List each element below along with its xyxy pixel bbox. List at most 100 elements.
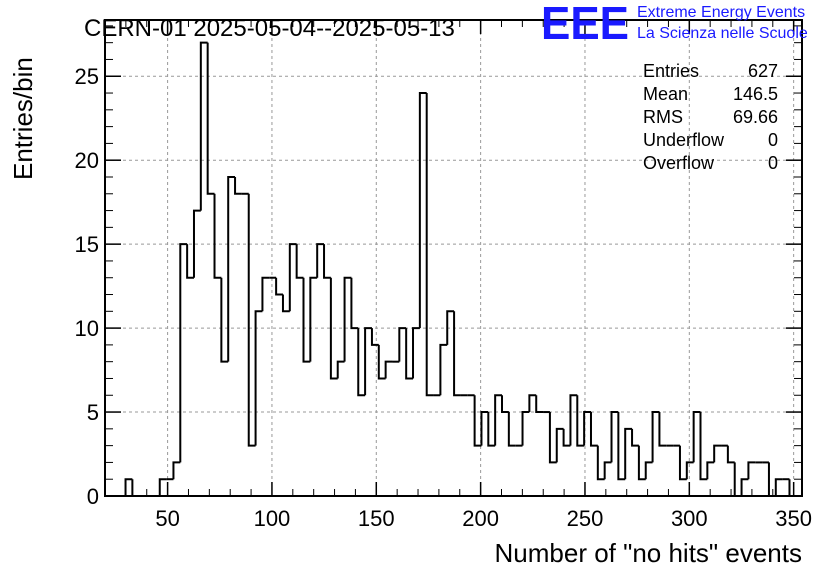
stats-value: 627: [748, 61, 778, 81]
histogram-bin: [603, 461, 612, 480]
histogram-bin: [500, 395, 509, 414]
histogram-bin: [377, 344, 386, 380]
histogram-bin: [398, 327, 407, 362]
logo-mark: EEE: [541, 0, 629, 49]
histogram-bin: [740, 478, 749, 496]
x-tick-label: 300: [671, 506, 708, 531]
histogram-bin: [213, 193, 222, 279]
histogram-bin: [658, 412, 667, 447]
histogram-bin: [275, 277, 283, 296]
stats-box: Entries 627 Mean 146.5 RMS 69.66 Underflow 0 Ove…: [643, 61, 778, 173]
histogram-bin: [343, 276, 352, 362]
y-tick-label: 20: [75, 148, 99, 173]
grid-lines: [105, 20, 802, 496]
histogram-bin: [555, 427, 564, 463]
y-tick-label: 5: [87, 400, 99, 425]
histogram-bin: [192, 209, 201, 278]
y-tick-label: 10: [75, 316, 99, 341]
histogram-bin: [323, 244, 331, 279]
histogram-bin: [220, 277, 229, 363]
stats-label: Mean: [643, 84, 688, 104]
histogram-bin: [124, 478, 133, 496]
histogram-bin: [644, 461, 653, 480]
histogram-bin: [234, 176, 242, 195]
histogram-bin: [706, 461, 715, 480]
y-tick-label: 25: [75, 64, 99, 89]
histogram-bin: [329, 277, 338, 380]
histogram-bin: [439, 343, 448, 396]
histogram-bin: [473, 395, 482, 447]
histogram-bin: [610, 411, 619, 463]
chart-title: CERN-01 2025-05-04--2025-05-13: [84, 15, 455, 42]
histogram-bin: [316, 243, 325, 278]
histogram-bin: [678, 445, 687, 481]
stats-label: RMS: [643, 107, 683, 127]
histogram-bin: [596, 445, 605, 481]
logo-line1: Extreme Energy Events: [637, 4, 805, 21]
histogram-bin: [562, 428, 571, 447]
x-tick-label: 150: [358, 506, 395, 531]
histogram-bin: [733, 462, 742, 497]
histogram-bin: [412, 327, 420, 379]
histogram-bin: [631, 428, 639, 447]
stats-value: 69.66: [733, 107, 778, 127]
histogram-bin: [364, 327, 372, 396]
histogram-bin: [685, 461, 694, 480]
histogram-bin: [370, 328, 379, 346]
histogram-bin: [302, 277, 311, 363]
stats-label: Overflow: [643, 153, 715, 173]
histogram-bin: [487, 412, 496, 447]
histogram-bin: [418, 92, 427, 329]
histogram-bin: [199, 41, 208, 211]
x-tick-label: 350: [775, 506, 812, 531]
histogram-bin: [624, 427, 633, 480]
histogram-bin: [446, 310, 455, 345]
histogram-bin: [692, 411, 701, 463]
histogram-bin: [535, 395, 544, 414]
x-tick-label: 50: [155, 506, 179, 531]
histogram-bin: [281, 294, 290, 313]
x-tick-label: 100: [254, 506, 291, 531]
histogram-bin: [713, 444, 722, 463]
y-tick-label: 15: [75, 232, 99, 257]
histogram-bin: [309, 276, 318, 362]
stats-value: 146.5: [733, 84, 778, 104]
x-tick-label: 200: [462, 506, 499, 531]
histogram-bin: [521, 411, 530, 446]
histogram-bin: [295, 244, 304, 279]
histogram-bin: [453, 311, 461, 397]
histogram-bars: [105, 41, 802, 497]
plot-frame: [104, 19, 803, 497]
histogram-bin: [179, 243, 188, 463]
histogram-bin: [583, 411, 591, 446]
histogram-bin: [336, 360, 345, 379]
stats-value: 0: [768, 130, 778, 150]
histogram-bin: [288, 243, 297, 312]
histogram-bin: [507, 412, 516, 447]
histogram-bin: [617, 412, 626, 481]
y-tick-label: 0: [87, 484, 99, 509]
histogram-bin: [131, 479, 140, 497]
histogram-bin: [494, 394, 502, 446]
histogram-bin: [548, 412, 557, 464]
histogram-bin: [405, 328, 414, 380]
y-axis-label: Entries/bin: [8, 57, 38, 180]
histogram-bin: [699, 412, 708, 481]
histogram-bin: [480, 411, 489, 446]
histogram-bin: [206, 42, 215, 195]
histogram-bin: [261, 276, 270, 312]
histogram-bin: [247, 193, 256, 447]
histogram-bin: [747, 461, 756, 480]
histogram-bin: [350, 277, 359, 330]
histogram-bin: [774, 478, 783, 496]
histogram-bin: [528, 394, 537, 413]
stats-label: Entries: [643, 61, 699, 81]
histogram-bin: [576, 395, 585, 447]
x-axis-label: Number of "no hits" events: [495, 538, 803, 568]
histogram-bin: [158, 478, 167, 496]
histogram-bin: [172, 461, 181, 480]
logo: EEE Extreme Energy Events La Scienza nel…: [541, 0, 808, 49]
histogram-bin: [637, 445, 646, 481]
stats-value: 0: [768, 153, 778, 173]
